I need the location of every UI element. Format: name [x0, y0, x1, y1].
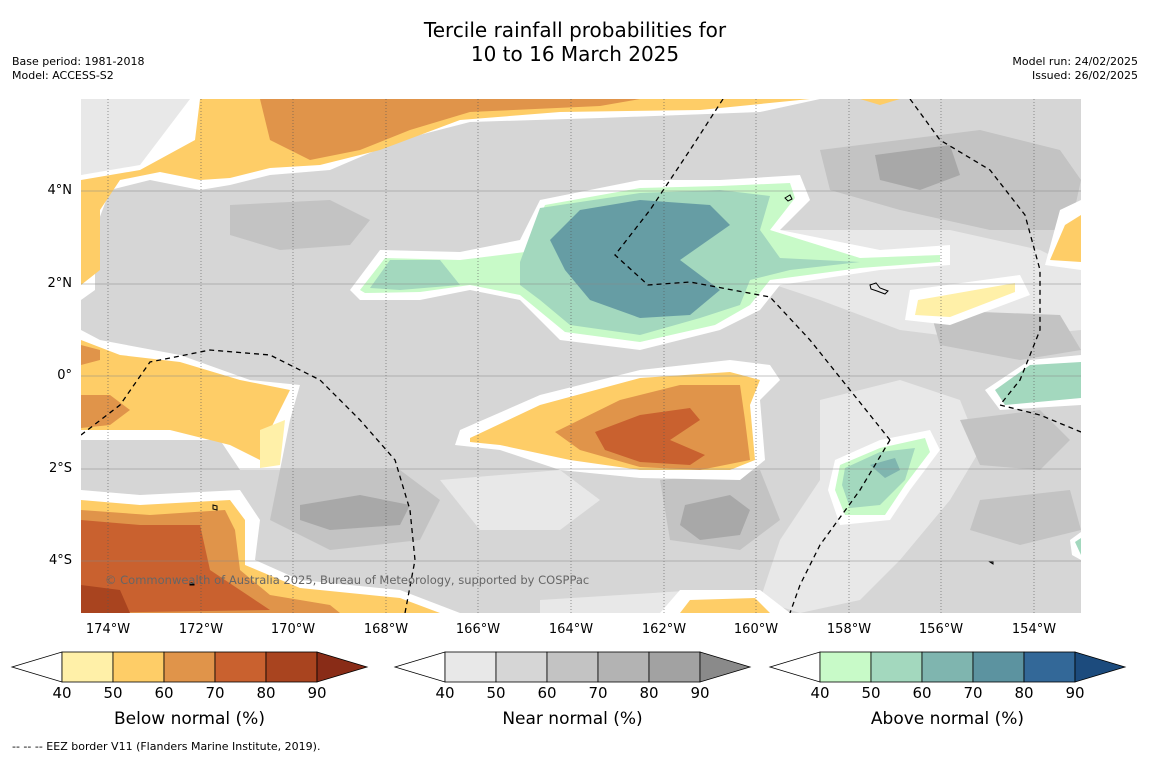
below-normal-north: [81, 99, 900, 300]
colorbar-tick-label: 50: [486, 684, 506, 702]
colorbar-tick-label: 70: [963, 684, 983, 702]
colorbar-extend-high: [699, 651, 752, 683]
colorbar-tick-label: 90: [1065, 684, 1085, 702]
chart-title: Tercile rainfall probabilities for 10 to…: [0, 18, 1150, 66]
colorbar-extend-low: [393, 651, 446, 683]
longitude-label: 170°W: [270, 622, 316, 637]
colorbar-tick-label: 80: [639, 684, 659, 702]
colorbar-tick-label: 60: [154, 684, 174, 702]
meta-left: Base period: 1981-2018 Model: ACCESS-S2: [12, 55, 144, 83]
colorbar-segment: [870, 651, 923, 683]
colorbar-tick-label: 40: [52, 684, 72, 702]
colorbar-tick-label: 80: [256, 684, 276, 702]
colorbar-tick-label: 70: [588, 684, 608, 702]
colorbars: [10, 651, 1127, 683]
colorbar-segment: [495, 651, 548, 683]
colorbar-tick-label: 40: [810, 684, 830, 702]
base-period: Base period: 1981-2018: [12, 55, 145, 68]
longitude-label: 168°W: [363, 622, 409, 637]
latitude-label: 4°N: [47, 183, 73, 198]
colorbar-segment: [61, 651, 114, 683]
colorbar-segment: [265, 651, 318, 683]
longitude-label: 164°W: [548, 622, 594, 637]
below-normal-east: [660, 200, 1081, 613]
below-normal-equatorial-west: [81, 330, 300, 470]
map-field: [81, 99, 1081, 613]
colorbar-segment: [819, 651, 872, 683]
longitude-label: 154°W: [1011, 622, 1057, 637]
colorbar-segment: [648, 651, 701, 683]
longitude-label: 162°W: [641, 622, 687, 637]
latitude-label: 4°S: [48, 553, 72, 568]
model-run: Model run: 24/02/2025: [1012, 55, 1138, 68]
colorbar-segment: [1023, 651, 1076, 683]
latitude-label: 0°: [57, 368, 72, 383]
longitude-label: 158°W: [826, 622, 872, 637]
longitude-label: 156°W: [918, 622, 964, 637]
gridlines: [81, 99, 1081, 613]
colorbar-segment: [597, 651, 650, 683]
colorbar-extend-low: [768, 651, 821, 683]
eez-borders: [81, 99, 1081, 613]
above-normal-central: [350, 175, 950, 350]
below-normal-southwest: [81, 490, 460, 613]
meta-right: Model run: 24/02/2025 Issued: 26/02/2025: [1012, 55, 1138, 83]
colorbar-title: Above normal (%): [870, 709, 1025, 729]
longitude-label: 160°W: [733, 622, 779, 637]
colorbar-tick-label: 40: [435, 684, 455, 702]
colorbar-tick-label: 90: [690, 684, 710, 702]
colorbar-tick-label: 80: [1014, 684, 1034, 702]
colorbar-segment: [972, 651, 1025, 683]
above-normal-southeast: [828, 355, 1081, 560]
colorbar-tick-label: 60: [912, 684, 932, 702]
colorbar-segment: [444, 651, 497, 683]
colorbar-tick-label: 90: [307, 684, 327, 702]
colorbar-extend-high: [316, 651, 369, 683]
colorbar-segment: [921, 651, 974, 683]
colorbar-tick-label: 60: [537, 684, 557, 702]
title-line-2: 10 to 16 March 2025: [470, 42, 680, 66]
title-line-1: Tercile rainfall probabilities for: [423, 18, 727, 42]
colorbar-segment: [163, 651, 216, 683]
longitude-label: 174°W: [85, 622, 131, 637]
colorbar-title: Near normal (%): [502, 709, 643, 729]
copyright-notice: © Commonwealth of Australia 2025, Bureau…: [105, 573, 590, 587]
latitude-label: 2°N: [47, 276, 73, 291]
colorbar-segment: [112, 651, 165, 683]
colorbar-extend-low: [10, 651, 63, 683]
latitude-label: 2°S: [48, 461, 72, 476]
colorbar-segment: [546, 651, 599, 683]
eez-footnote: -- -- -- EEZ border V11 (Flanders Marine…: [12, 740, 321, 753]
longitude-label: 172°W: [178, 622, 224, 637]
model-name: Model: ACCESS-S2: [12, 69, 114, 82]
below-normal-equatorial-central: [455, 360, 780, 480]
colorbar-tick-label: 50: [861, 684, 881, 702]
longitude-label: 166°W: [455, 622, 501, 637]
colorbar-tick-label: 70: [205, 684, 225, 702]
colorbar-extend-high: [1074, 651, 1127, 683]
islands: [189, 194, 994, 586]
colorbar-tick-label: 50: [103, 684, 123, 702]
near-normal-70-regions: [300, 145, 960, 540]
issued-date: Issued: 26/02/2025: [1031, 69, 1138, 82]
colorbar-title: Below normal (%): [114, 709, 265, 729]
colorbar-segment: [214, 651, 267, 683]
